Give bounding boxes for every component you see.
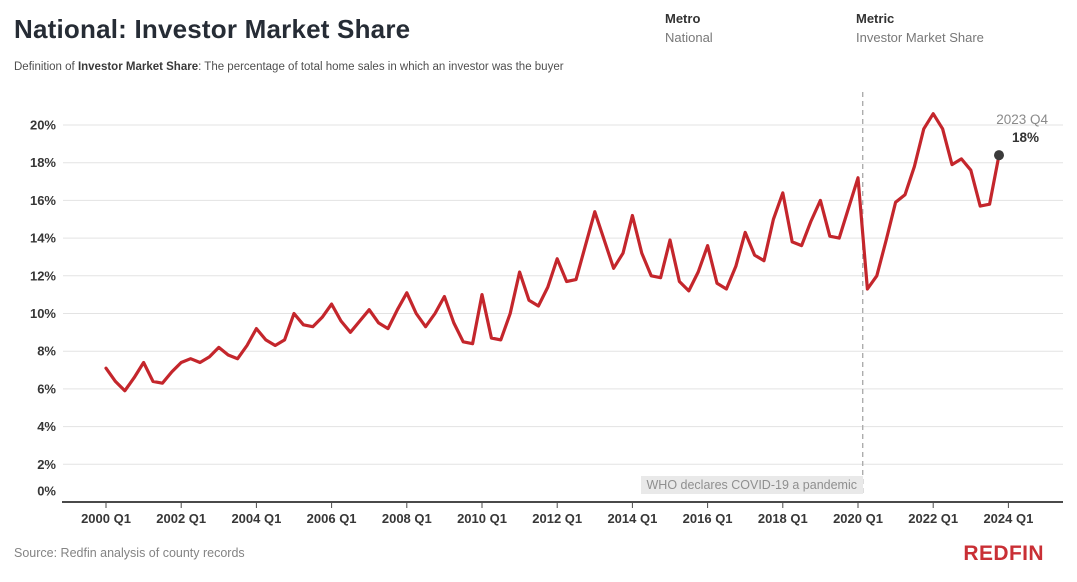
metro-filter-value[interactable]: National [665,29,713,45]
x-axis-label: 2014 Q1 [607,511,657,526]
definition-term: Investor Market Share [77,61,199,73]
x-axis-label: 2008 Q1 [382,511,432,526]
metric-filter-label: Metric [856,11,895,26]
end-point-value: 18% [1011,130,1039,145]
x-axis-label: 2000 Q1 [81,511,131,526]
y-axis-label: 20% [30,118,56,133]
redfin-logo: REDFIN [963,542,1044,565]
y-axis-label: 8% [37,344,56,359]
y-axis-label: 14% [30,231,56,246]
y-axis-label: 4% [37,419,56,434]
end-point-dot[interactable] [994,150,1004,161]
x-axis-label: 2004 Q1 [231,511,281,526]
x-axis-label: 2024 Q1 [983,511,1033,526]
y-axis-label: 0% [37,484,56,499]
x-axis-label: 2002 Q1 [156,511,206,526]
page-title: National: Investor Market Share [14,14,411,44]
x-axis-label: 2006 Q1 [307,511,357,526]
x-axis-label: 2016 Q1 [683,511,733,526]
definition-rest: : The percentage of total home sales in … [198,61,564,73]
metric-definition: Definition of Investor Market Share: The… [14,61,564,73]
x-axis-label: 2022 Q1 [908,511,958,526]
metric-filter[interactable]: Metric Investor Market Share [856,10,984,48]
source-note: Source: Redfin analysis of county record… [14,546,245,560]
x-axis-label: 2018 Q1 [758,511,808,526]
metric-filter-value[interactable]: Investor Market Share [856,29,984,45]
end-point-label: 2023 Q4 18% [996,112,1048,145]
metro-filter[interactable]: Metro National [665,10,713,48]
x-axis-label: 2020 Q1 [833,511,883,526]
y-axis-label: 6% [37,381,56,396]
x-axis-label: 2012 Q1 [532,511,582,526]
y-axis-label: 12% [30,268,56,283]
line-chart: 0% 2% 4% 6% 8% 10% 12% 14% 16% 18% 20% 2000 Q1 2002 … [0,85,1077,535]
chart-canvas: 0% 2% 4% 6% 8% 10% 12% 14% 16% 18% 20% 2000 Q1 2002 … [30,92,1063,526]
y-axis-label: 10% [30,306,56,321]
x-axis-label: 2010 Q1 [457,511,507,526]
y-axis-label: 2% [37,457,56,472]
end-point-quarter: 2023 Q4 [996,112,1048,127]
y-axis-label: 16% [30,193,56,208]
covid-annotation-label: WHO declares COVID-19 a pandemic [640,476,863,494]
metro-filter-label: Metro [665,11,701,26]
investor-share-line[interactable] [104,112,1001,393]
definition-prefix: Definition of [14,61,78,73]
y-axis-label: 18% [30,155,56,170]
